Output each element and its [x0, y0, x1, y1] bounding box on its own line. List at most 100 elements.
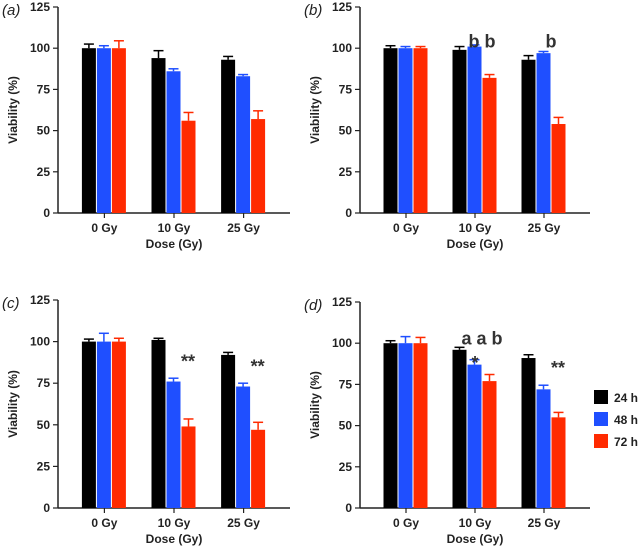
y-tick-label: 50 [339, 124, 353, 138]
y-tick-label: 25 [339, 165, 353, 179]
bar-24h [383, 343, 398, 508]
y-axis-label: Viability (%) [6, 76, 20, 144]
y-tick-label: 0 [345, 501, 352, 515]
y-tick-label: 25 [37, 165, 51, 179]
x-axis-label: Dose (Gy) [146, 237, 203, 251]
y-tick-label: 125 [332, 295, 352, 309]
bar-24h [452, 49, 467, 214]
panel-d: (d) 0 25 50 75 100 125 Viability (%) 0 Gy 10 Gy 25… [304, 295, 590, 546]
bar-24h [452, 349, 467, 508]
bar-72h [413, 343, 428, 508]
y-tick-label: 25 [37, 459, 51, 473]
legend: 24 h 48 h 72 h [594, 390, 638, 449]
x-tick-label: 25 Gy [528, 221, 561, 235]
y-tick-label: 0 [43, 206, 50, 220]
y-axis-label: Viability (%) [308, 76, 322, 144]
y-tick-label: 0 [43, 501, 50, 515]
significance-annotation: b [546, 32, 557, 52]
y-tick-label: 0 [345, 206, 352, 220]
x-tick-label: 0 Gy [393, 516, 419, 530]
bar-72h [551, 417, 566, 508]
x-axis-label: Dose (Gy) [447, 532, 504, 546]
panel-label: (a) [2, 2, 20, 19]
bar-24h [521, 358, 536, 508]
y-tick-label: 50 [37, 124, 51, 138]
significance-annotation: ** [251, 357, 265, 377]
bar-72h [551, 124, 566, 213]
bar-48h [536, 389, 551, 508]
y-tick-label: 100 [30, 41, 50, 55]
x-axis-label: Dose (Gy) [447, 237, 504, 251]
significance-annotation: * [471, 353, 478, 373]
bar-48h [166, 381, 181, 508]
bar-24h [151, 339, 166, 508]
significance-annotation: b b [469, 32, 496, 52]
bar-72h [181, 426, 196, 508]
bar-24h [521, 59, 536, 214]
panel-c: (c) 0 25 50 75 100 125 Viability (%) 0 Gy 10 Gy 25… [2, 293, 290, 546]
y-axis-label: Viability (%) [308, 371, 322, 439]
x-tick-label: 10 Gy [459, 221, 492, 235]
x-tick-label: 10 Gy [158, 221, 191, 235]
y-tick-label: 100 [332, 41, 352, 55]
bar-48h [467, 364, 482, 508]
bar-24h [81, 48, 96, 214]
x-tick-label: 0 Gy [91, 516, 117, 530]
significance-annotation: a a b [461, 328, 502, 348]
y-tick-label: 125 [332, 0, 352, 14]
bar-48h [96, 48, 111, 214]
significance-annotation: ** [181, 352, 195, 372]
y-axis-label: Viability (%) [6, 370, 20, 438]
y-tick-label: 50 [37, 418, 51, 432]
panel-a: (a) 0 25 50 75 100 125 Viability (%) 0 Gy 10 Gy 25… [2, 0, 290, 251]
y-tick-label: 100 [332, 336, 352, 350]
bar-72h [482, 381, 497, 508]
bar-72h [181, 120, 196, 213]
y-tick-label: 25 [339, 460, 353, 474]
bar-72h [111, 341, 126, 508]
bar-72h [111, 48, 126, 214]
bar-24h [151, 58, 166, 214]
bar-48h [467, 46, 482, 213]
bar-24h [383, 48, 398, 214]
panel-label: (c) [2, 295, 20, 312]
y-tick-label: 100 [30, 335, 50, 349]
bar-48h [398, 343, 413, 508]
x-tick-label: 25 Gy [227, 516, 260, 530]
y-tick-label: 75 [339, 82, 353, 96]
panel-label: (d) [304, 297, 322, 314]
bar-24h [81, 341, 96, 508]
legend-label: 72 h [614, 435, 638, 449]
bar-48h [236, 386, 251, 508]
legend-label: 24 h [614, 391, 638, 405]
bar-72h [482, 77, 497, 213]
bar-48h [536, 53, 551, 214]
y-tick-label: 125 [30, 293, 50, 307]
panel-b: (b) 0 25 50 75 100 125 Viability (%) 0 Gy 10 Gy 25… [304, 0, 590, 251]
bar-24h [221, 354, 236, 508]
x-tick-label: 0 Gy [393, 221, 419, 235]
y-tick-label: 50 [339, 419, 353, 433]
legend-label: 48 h [614, 413, 638, 427]
y-tick-label: 75 [37, 82, 51, 96]
x-axis-label: Dose (Gy) [146, 532, 203, 546]
bar-72h [251, 119, 266, 213]
y-tick-label: 75 [37, 376, 51, 390]
bar-48h [398, 48, 413, 214]
bar-72h [251, 429, 266, 508]
legend-swatch [594, 434, 608, 448]
bar-48h [166, 71, 181, 213]
significance-annotation: ** [551, 358, 565, 378]
bar-24h [221, 59, 236, 214]
x-tick-label: 0 Gy [91, 221, 117, 235]
x-tick-label: 10 Gy [459, 516, 492, 530]
x-tick-label: 10 Gy [158, 516, 191, 530]
y-tick-label: 75 [339, 377, 353, 391]
bar-48h [236, 76, 251, 213]
x-tick-label: 25 Gy [227, 221, 260, 235]
bar-72h [413, 48, 428, 214]
bar-48h [96, 341, 111, 508]
legend-swatch [594, 412, 608, 426]
legend-swatch [594, 390, 608, 404]
